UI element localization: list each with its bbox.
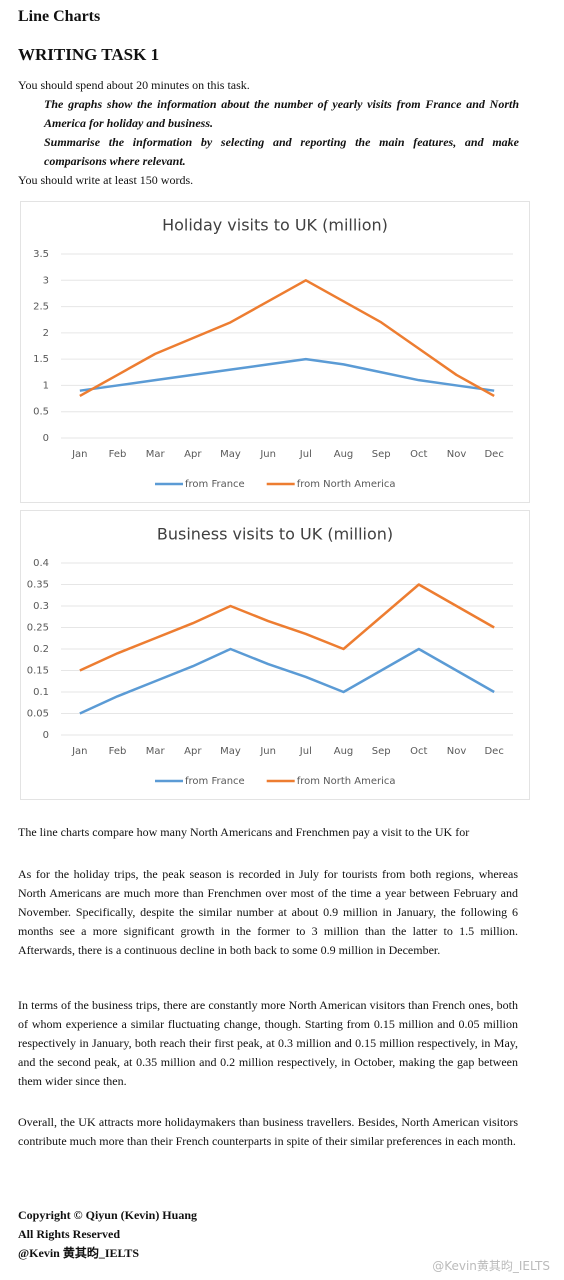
y-tick-label: 1.5	[33, 354, 49, 365]
footer-line: All Rights Reserved	[18, 1227, 120, 1241]
page-title: Line Charts	[18, 8, 101, 25]
series-line	[79, 357, 495, 392]
instruction: You should write at least 150 words.	[18, 173, 194, 187]
instruction: You should spend about 20 minutes on thi…	[18, 78, 250, 92]
x-tick-label: Dec	[484, 746, 503, 757]
series-line	[79, 647, 495, 715]
y-tick-label: 3.5	[33, 249, 49, 260]
watermark: @Kevin黄其昀_IELTS	[432, 1259, 550, 1273]
paragraph: As for the holiday trips, the peak seaso…	[18, 867, 518, 957]
x-tick-label: Jan	[71, 746, 87, 757]
x-tick-label: Sep	[372, 449, 391, 460]
x-tick-label: May	[220, 746, 241, 757]
x-tick-label: Sep	[372, 746, 391, 757]
x-tick-label: Jul	[299, 746, 312, 757]
series-line	[79, 279, 495, 398]
legend-label: from North America	[297, 776, 396, 787]
y-tick-label: 2.5	[33, 302, 49, 313]
y-tick-label: 0	[43, 433, 49, 444]
chart-title: Holiday visits to UK (million)	[162, 216, 388, 235]
prompt: Summarise the information by selecting a…	[44, 135, 519, 168]
x-tick-label: Feb	[109, 746, 127, 757]
x-tick-label: Jan	[71, 449, 87, 460]
series-line	[79, 583, 495, 672]
x-tick-label: Aug	[334, 449, 354, 460]
x-tick-label: Mar	[146, 746, 166, 757]
footer-line: @Kevin 黄其昀_IELTS	[18, 1246, 140, 1260]
paragraph: Overall, the UK attracts more holidaymak…	[18, 1115, 518, 1148]
x-tick-label: Apr	[184, 449, 202, 460]
chart-title: Business visits to UK (million)	[157, 525, 393, 544]
y-tick-label: 3	[43, 275, 49, 286]
task-heading: WRITING TASK 1	[18, 45, 160, 64]
footer-line: Copyright © Qiyun (Kevin) Huang	[18, 1208, 197, 1222]
x-tick-label: Oct	[410, 449, 427, 460]
y-tick-label: 0.5	[33, 407, 49, 418]
y-tick-label: 0.4	[33, 558, 49, 569]
y-tick-label: 0.35	[27, 580, 49, 591]
y-tick-label: 0.1	[33, 687, 49, 698]
y-tick-label: 0.05	[27, 709, 49, 720]
x-tick-label: Jul	[299, 449, 312, 460]
x-tick-label: Feb	[109, 449, 127, 460]
legend-label: from North America	[297, 479, 396, 490]
x-tick-label: Oct	[410, 746, 427, 757]
paragraph: The line charts compare how many North A…	[18, 825, 470, 839]
y-tick-label: 0.25	[27, 623, 49, 634]
prompt: The graphs show the information about th…	[44, 97, 519, 130]
y-tick-label: 0.3	[33, 601, 49, 612]
y-tick-label: 0.15	[27, 666, 49, 677]
chart: Business visits to UK (million) 0 0.05 0.1 0…	[20, 510, 530, 800]
x-tick-label: Aug	[334, 746, 354, 757]
x-tick-label: May	[220, 449, 241, 460]
paragraph: In terms of the business trips, there ar…	[18, 998, 518, 1088]
legend-label: from France	[185, 479, 245, 490]
x-tick-label: Nov	[447, 746, 467, 757]
y-tick-label: 0	[43, 730, 49, 741]
x-tick-label: Mar	[146, 449, 166, 460]
y-tick-label: 1	[43, 380, 49, 391]
legend-label: from France	[185, 776, 245, 787]
x-tick-label: Jun	[259, 746, 276, 757]
chart: Holiday visits to UK (million) 0 0.5 1 1.5 2 2…	[20, 201, 530, 503]
x-tick-label: Nov	[447, 449, 467, 460]
y-tick-label: 0.2	[33, 644, 49, 655]
y-tick-label: 2	[43, 328, 49, 339]
x-tick-label: Apr	[184, 746, 202, 757]
x-tick-label: Jun	[259, 449, 276, 460]
x-tick-label: Dec	[484, 449, 503, 460]
